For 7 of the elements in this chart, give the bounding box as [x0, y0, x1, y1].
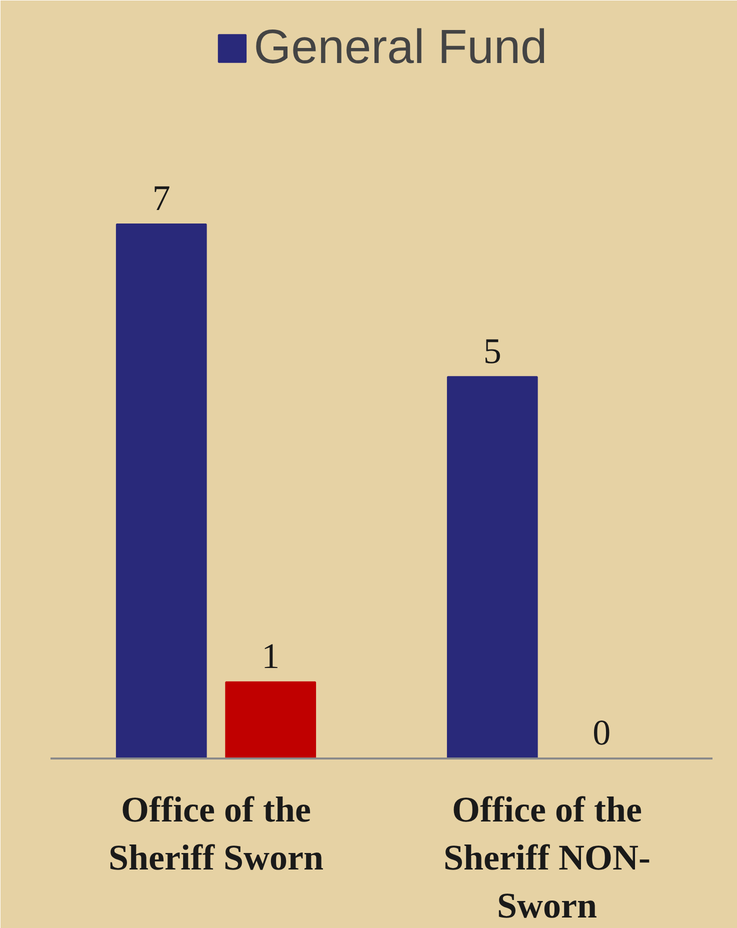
data-label: 1	[262, 636, 280, 676]
x-tick-label: Office of the Sheriff Sworn	[108, 790, 324, 878]
x-tick-label: Office of the Sheriff NON-Sworn	[444, 790, 650, 926]
data-label: 0	[592, 712, 611, 752]
data-label: 7	[152, 178, 170, 218]
data-label: 5	[483, 330, 502, 371]
legend-label: General Fund	[254, 20, 548, 75]
